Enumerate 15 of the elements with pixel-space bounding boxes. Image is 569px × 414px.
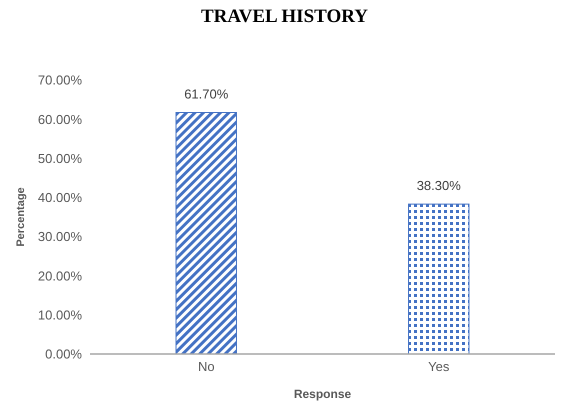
- x-axis-title: Response: [294, 387, 352, 401]
- x-tick-label: Yes: [428, 359, 450, 374]
- data-label: 38.30%: [416, 178, 462, 194]
- y-tick-label: 70.00%: [38, 72, 82, 88]
- y-tick-label: 20.00%: [38, 268, 82, 284]
- x-tick-label: No: [198, 359, 215, 374]
- y-tick-label: 30.00%: [38, 229, 82, 244]
- chart-title: TRAVEL HISTORY: [200, 6, 370, 28]
- y-tick-label: 0.00%: [45, 346, 82, 362]
- y-tick-label: 10.00%: [38, 307, 82, 322]
- data-label: 61.70%: [184, 86, 229, 102]
- y-tick-label: 50.00%: [38, 150, 82, 166]
- y-axis-title: Percentage: [14, 187, 27, 247]
- y-tick-label: 40.00%: [38, 190, 82, 206]
- y-tick-label: 60.00%: [38, 112, 82, 127]
